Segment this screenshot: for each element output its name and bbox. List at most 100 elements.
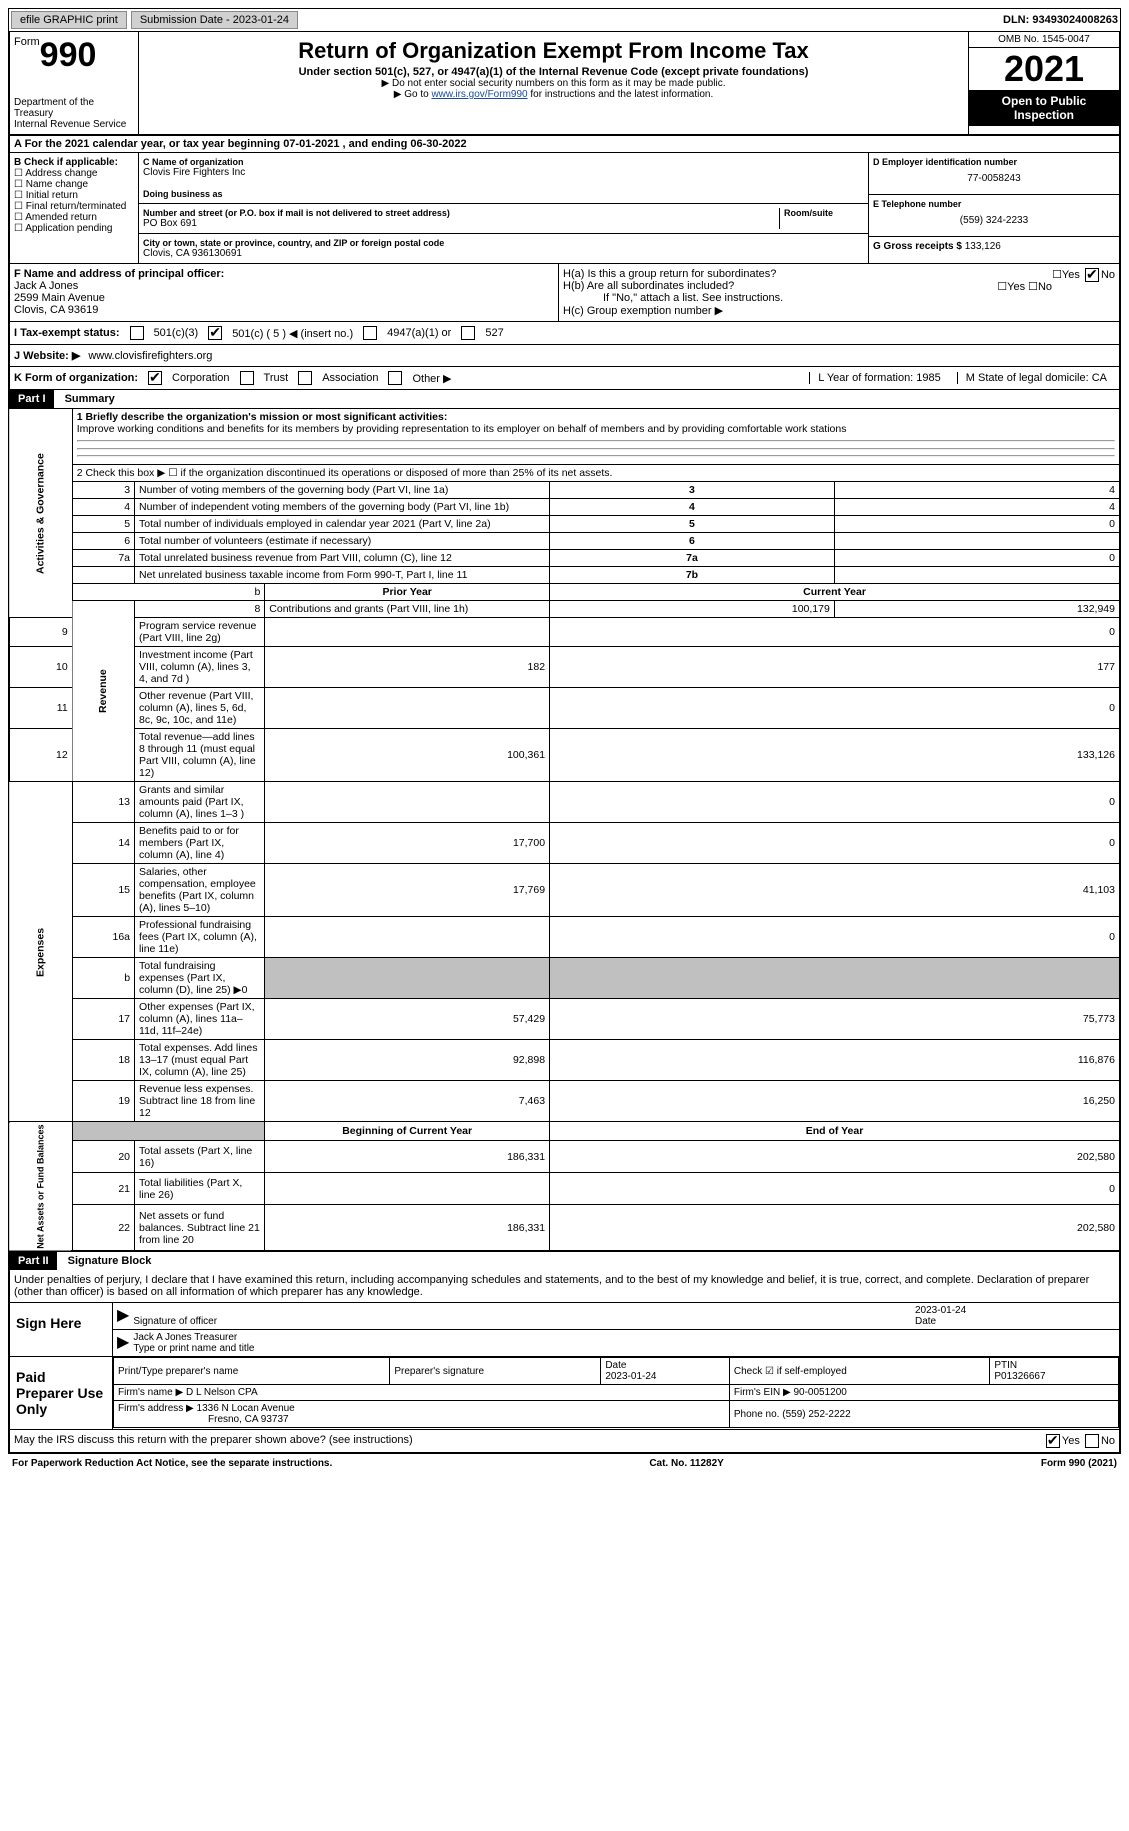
part1-hdr: Part I (10, 390, 54, 408)
state-domicile: M State of legal domicile: CA (957, 372, 1115, 384)
prep-date-cell: Date2023-01-24 (601, 1358, 730, 1385)
rev-row-11: 11Other revenue (Part VIII, column (A), … (9, 688, 1120, 729)
line1-label: 1 Briefly describe the organization's mi… (77, 411, 448, 423)
line2: 2 Check this box ▶ ☐ if the organization… (72, 465, 1120, 482)
col-c: C Name of organization Clovis Fire Fight… (139, 153, 869, 263)
discuss-no-checkbox[interactable] (1085, 1434, 1099, 1448)
ein-box: D Employer identification number 77-0058… (869, 153, 1119, 195)
gov-row-4: 4Number of independent voting members of… (9, 499, 1120, 516)
col-d: D Employer identification number 77-0058… (869, 153, 1119, 263)
page-footer: For Paperwork Reduction Act Notice, see … (8, 1454, 1121, 1473)
firm-addr-cell: Firm's address ▶ 1336 N Locan AvenueFres… (114, 1401, 730, 1428)
row-k: K Form of organization: Corporation Trus… (8, 367, 1121, 390)
firm-ein-cell: Firm's EIN ▶ 90-0051200 (729, 1385, 1118, 1401)
net-row-21: 21Total liabilities (Part X, line 26)0 (9, 1173, 1120, 1205)
c-city-box: City or town, state or province, country… (139, 234, 868, 263)
discuss-yes-checkbox[interactable] (1046, 1434, 1060, 1448)
addr-label: Number and street (or P.O. box if mail i… (143, 208, 779, 218)
note2-post: for instructions and the latest informat… (528, 89, 714, 100)
submission-button[interactable]: Submission Date - 2023-01-24 (131, 11, 298, 29)
officer-addr1: 2599 Main Avenue (14, 292, 554, 304)
net-row-20: 20Total assets (Part X, line 16)186,3312… (9, 1140, 1120, 1172)
k-opt1: Trust (264, 372, 289, 384)
k-assoc-checkbox[interactable] (298, 371, 312, 385)
gov-row-6: 6Total number of volunteers (estimate if… (9, 533, 1120, 550)
website: www.clovisfirefighters.org (88, 350, 212, 362)
k-other-checkbox[interactable] (388, 371, 402, 385)
i-501c-checkbox[interactable] (208, 326, 222, 340)
form-word: Form (14, 36, 40, 48)
telephone: (559) 324-2233 (873, 209, 1115, 232)
efile-button[interactable]: efile GRAPHIC print (11, 11, 127, 29)
signature-block: Under penalties of perjury, I declare th… (8, 1270, 1121, 1454)
vlabel-exp: Expenses (9, 782, 72, 1122)
penalty-text: Under penalties of perjury, I declare th… (10, 1270, 1119, 1303)
b-opt-2[interactable]: ☐ Initial return (14, 190, 134, 201)
exp-row-16b: bTotal fundraising expenses (Part IX, co… (9, 958, 1120, 999)
gov-row-3: 3Number of voting members of the governi… (9, 482, 1120, 499)
ha-no-checkbox[interactable] (1085, 268, 1099, 282)
line1: 1 Briefly describe the organization's mi… (72, 409, 1120, 465)
prior-year-hdr: Prior Year (265, 584, 550, 601)
b-opt-1[interactable]: ☐ Name change (14, 179, 134, 190)
bcy-hdr: Beginning of Current Year (265, 1122, 550, 1141)
city-label: City or town, state or province, country… (143, 238, 864, 248)
c-addr-box: Number and street (or P.O. box if mail i… (139, 204, 868, 234)
i-501c3-checkbox[interactable] (130, 326, 144, 340)
col-h: H(a) Is this a group return for subordin… (559, 264, 1119, 321)
officer-name: Jack A Jones (14, 280, 554, 292)
exp-row-15: 15Salaries, other compensation, employee… (9, 864, 1120, 917)
prep-check: Check ☑ if self-employed (729, 1358, 990, 1385)
org-name: Clovis Fire Fighters Inc (143, 167, 864, 178)
gov-row-7b: Net unrelated business taxable income fr… (9, 567, 1120, 584)
preparer-row: Paid Preparer Use Only Print/Type prepar… (10, 1356, 1119, 1429)
firm-name-cell: Firm's name ▶ D L Nelson CPA (114, 1385, 730, 1401)
i-opt4: 527 (485, 327, 503, 339)
k-trust-checkbox[interactable] (240, 371, 254, 385)
tax-year: 2021 (969, 48, 1119, 90)
i-527-checkbox[interactable] (461, 326, 475, 340)
prep-sig-label: Preparer's signature (390, 1358, 601, 1385)
part1-header-row: Part I Summary (8, 390, 1121, 408)
ha-row: H(a) Is this a group return for subordin… (563, 268, 1115, 280)
b-opt-4[interactable]: ☐ Amended return (14, 212, 134, 223)
sig-officer-label: Signature of officer (133, 1316, 217, 1327)
sign-here-row: Sign Here ▶ Signature of officer 2023-01… (10, 1303, 1119, 1356)
sig-officer-line: ▶ Signature of officer 2023-01-24Date (113, 1303, 1119, 1330)
row-a: A For the 2021 calendar year, or tax yea… (8, 136, 1121, 153)
omb: OMB No. 1545-0047 (969, 32, 1119, 48)
dba-label: Doing business as (143, 189, 864, 199)
vlabel-gov: Activities & Governance (9, 409, 72, 618)
i-opt3: 4947(a)(1) or (387, 327, 451, 339)
ein: 77-0058243 (873, 167, 1115, 190)
exp-row-18: 18Total expenses. Add lines 13–17 (must … (9, 1040, 1120, 1081)
footer-right: Form 990 (2021) (1041, 1458, 1117, 1469)
c-name-label: C Name of organization (143, 157, 864, 167)
section-bcd: B Check if applicable: ☐ Address change … (8, 153, 1121, 264)
gross-box: G Gross receipts $ 133,126 (869, 237, 1119, 256)
i-4947-checkbox[interactable] (363, 326, 377, 340)
irs-link[interactable]: www.irs.gov/Form990 (431, 89, 527, 100)
discuss-text: May the IRS discuss this return with the… (14, 1434, 413, 1448)
room-label: Room/suite (779, 208, 864, 229)
part2-header-row: Part II Signature Block (8, 1252, 1121, 1270)
b-opt-5[interactable]: ☐ Application pending (14, 223, 134, 234)
gross-receipts: 133,126 (965, 241, 1001, 252)
arrow-icon: ▶ (117, 1332, 129, 1354)
b-label: B Check if applicable: (14, 157, 134, 168)
i-opt2: 501(c) ( 5 ) ◀ (insert no.) (232, 327, 353, 340)
b-opt-3[interactable]: ☐ Final return/terminated (14, 201, 134, 212)
sig-name-label: Type or print name and title (133, 1343, 254, 1354)
note2: ▶ Go to www.irs.gov/Form990 for instruct… (143, 89, 964, 100)
k-corp-checkbox[interactable] (148, 371, 162, 385)
b-opt-0[interactable]: ☐ Address change (14, 168, 134, 179)
row-b-blank: b (72, 584, 265, 601)
tel-label: E Telephone number (873, 199, 1115, 209)
rev-row-12: 12Total revenue—add lines 8 through 11 (… (9, 729, 1120, 782)
officer-addr2: Clovis, CA 93619 (14, 304, 554, 316)
discuss-row: May the IRS discuss this return with the… (10, 1429, 1119, 1452)
note1: ▶ Do not enter social security numbers o… (143, 78, 964, 89)
rev-row-10: 10Investment income (Part VIII, column (… (9, 647, 1120, 688)
gov-row-7a: 7aTotal unrelated business revenue from … (9, 550, 1120, 567)
ein-label: D Employer identification number (873, 157, 1115, 167)
